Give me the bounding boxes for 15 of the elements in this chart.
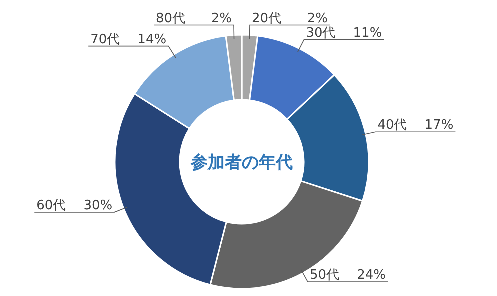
slice-label: 30代: [306, 26, 336, 41]
text: 参加者の年代: [190, 153, 293, 172]
slice-label: 20代: [252, 11, 282, 26]
slice-label: 60代: [36, 198, 66, 214]
data-label: 2%: [307, 11, 328, 26]
data-label: 24%: [357, 268, 386, 284]
slice-label: 70代: [90, 32, 120, 48]
slice-label: 80代: [156, 11, 186, 26]
data-label: 14%: [138, 32, 167, 48]
slice-label: 40代: [378, 118, 408, 134]
data-label: 30%: [84, 198, 113, 214]
data-label: 2%: [211, 11, 232, 26]
data-label: 11%: [353, 26, 382, 41]
data-label: 17%: [424, 118, 454, 134]
slice-label: 50代: [310, 268, 340, 284]
